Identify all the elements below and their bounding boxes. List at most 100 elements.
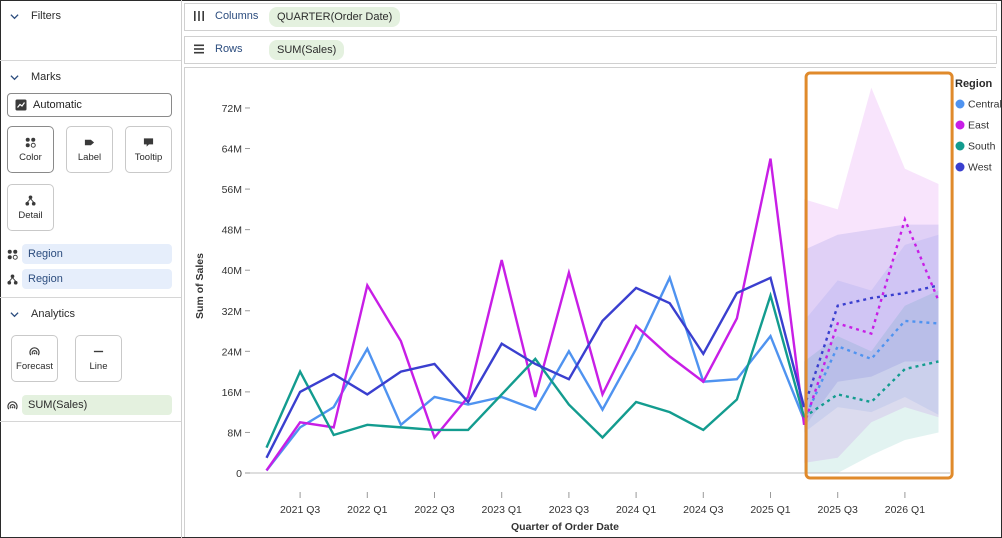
x-tick-label: 2022 Q3 <box>414 504 454 516</box>
tooltip-button[interactable]: Tooltip <box>125 126 172 173</box>
series-line-south <box>265 291 806 449</box>
mark-type-value: Automatic <box>33 99 82 111</box>
rows-icon <box>194 44 204 54</box>
color-icon <box>25 137 36 148</box>
series-line-east <box>265 158 806 472</box>
y-tick-label: 16M <box>222 387 242 399</box>
forecast-bands <box>804 87 939 473</box>
forecast-line-east <box>802 215 940 426</box>
forecast-icon <box>29 346 40 356</box>
columns-icon <box>194 11 204 21</box>
axis-labels: 0 8M 16M 24M 32M 40M 48M 56M 64M 72M 2021 Q3 2022 Q… <box>194 103 925 533</box>
rows-label: Rows <box>193 43 243 55</box>
filters-title: Filters <box>31 10 61 22</box>
detail-icon <box>7 274 18 285</box>
rows-pill-label: SUM(Sales) <box>277 44 337 56</box>
forecast-line-west <box>802 284 939 408</box>
legend: Region Central East South West <box>955 78 1002 174</box>
y-tick-label: 48M <box>222 225 242 237</box>
chevron-down-icon[interactable] <box>10 12 19 21</box>
y-tick-label: 24M <box>222 346 242 358</box>
y-tick-label: 56M <box>222 184 242 196</box>
legend-swatch-west <box>955 162 965 172</box>
analytics-card: Analytics <box>0 299 181 422</box>
analytics-title: Analytics <box>31 308 76 320</box>
x-tick-label: 2023 Q1 <box>482 504 522 516</box>
forecast-button[interactable]: Forecast <box>11 335 58 382</box>
y-axis-label: Sum of Sales <box>194 253 206 319</box>
legend-title: Region <box>955 78 993 90</box>
columns-pill[interactable]: QUARTER(Order Date) <box>269 7 401 27</box>
color-button[interactable]: Color <box>7 126 54 173</box>
left-panel: Filters Marks Automatic Color Label <box>0 0 182 538</box>
x-tick-label: 2026 Q1 <box>885 504 925 516</box>
x-axis-label: Quarter of Order Date <box>511 521 619 533</box>
legend-label-central: Central <box>968 99 1002 111</box>
y-tick-label: 40M <box>222 265 242 277</box>
forecast-band-west <box>804 224 939 428</box>
marks-card: Marks <box>0 62 181 298</box>
legend-label-south: South <box>968 141 996 153</box>
filters-header[interactable]: Filters <box>10 10 61 22</box>
label-button[interactable]: Label <box>66 126 113 173</box>
forecast-sum-sales-pill[interactable]: SUM(Sales) <box>22 395 172 415</box>
series-lines <box>265 158 940 472</box>
y-tick-label: 0 <box>236 468 242 480</box>
analytics-header[interactable]: Analytics <box>10 308 75 320</box>
forecast-highlight-box <box>804 71 954 480</box>
reference-line-icon <box>93 350 104 352</box>
columns-shelf[interactable]: Columns QUARTER(Order Date) <box>184 3 997 31</box>
detail-button[interactable]: Detail <box>7 184 54 231</box>
columns-label-text: Columns <box>215 10 259 22</box>
forecast-band-south <box>804 290 939 473</box>
axes <box>245 107 950 498</box>
chevron-down-icon[interactable] <box>10 310 19 319</box>
tooltip-icon <box>143 137 154 147</box>
detail-button-label: Detail <box>18 209 43 221</box>
columns-pill-label: QUARTER(Order Date) <box>277 11 393 23</box>
forecast-line-south <box>803 360 939 419</box>
detail-region-pill[interactable]: Region <box>22 269 172 289</box>
x-tick-label: 2025 Q1 <box>750 504 790 516</box>
rows-pill[interactable]: SUM(Sales) <box>269 40 345 60</box>
forecast-band-east <box>804 87 939 463</box>
forecast-button-label: Forecast <box>16 360 53 372</box>
rows-label-text: Rows <box>215 43 243 55</box>
detail-region-pill-label: Region <box>28 273 63 285</box>
color-region-pill[interactable]: Region <box>22 244 172 264</box>
color-icon <box>7 249 18 260</box>
y-tick-label: 8M <box>227 427 242 439</box>
y-tick-label: 64M <box>222 144 242 156</box>
filters-card: Filters <box>0 0 181 61</box>
forecast-icon <box>7 401 18 410</box>
x-tick-label: 2025 Q3 <box>818 504 858 516</box>
rows-shelf[interactable]: Rows SUM(Sales) <box>184 36 997 64</box>
color-region-pill-label: Region <box>28 248 63 260</box>
legend-swatch-central <box>955 99 965 109</box>
line-chart-icon <box>15 99 27 111</box>
legend-swatch-east <box>955 120 965 130</box>
legend-label-east: East <box>968 120 989 132</box>
legend-swatch-south <box>955 141 965 151</box>
columns-label: Columns <box>193 10 258 22</box>
x-tick-label: 2024 Q1 <box>616 504 656 516</box>
series-line-west <box>265 276 806 459</box>
mark-type-dropdown[interactable]: Automatic <box>7 93 172 117</box>
marks-header[interactable]: Marks <box>10 71 61 83</box>
legend-label-west: West <box>968 162 992 174</box>
chevron-down-icon[interactable] <box>10 73 19 82</box>
x-tick-label: 2021 Q3 <box>280 504 320 516</box>
line-button[interactable]: Line <box>75 335 122 382</box>
label-button-label: Label <box>77 151 102 163</box>
y-tick-label: 72M <box>222 103 242 115</box>
x-tick-label: 2022 Q1 <box>347 504 387 516</box>
label-tag-icon <box>84 139 95 145</box>
marks-title: Marks <box>31 71 61 83</box>
detail-icon <box>25 194 36 206</box>
x-tick-label: 2023 Q3 <box>549 504 589 516</box>
line-button-label: Line <box>89 360 108 372</box>
color-button-label: Color <box>19 151 42 163</box>
series-line-central <box>265 274 806 472</box>
y-tick-label: 32M <box>222 306 242 318</box>
